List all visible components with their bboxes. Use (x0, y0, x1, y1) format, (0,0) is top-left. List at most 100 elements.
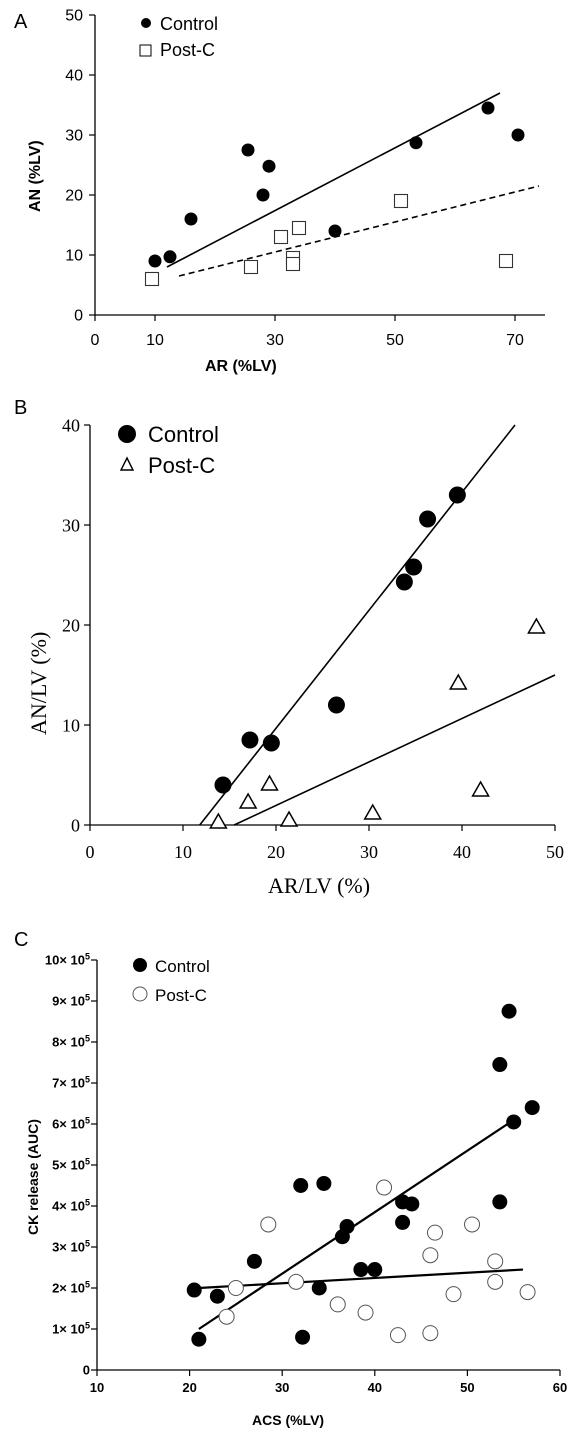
data-point-post-c (285, 256, 301, 272)
data-point-control (409, 136, 423, 150)
y-tick-label: 8× 105 (52, 1034, 90, 1050)
panel-b-legend-control-marker (118, 425, 136, 443)
data-point-post-c (527, 617, 546, 634)
panel-c: C 10 20 30 40 50 60 0 1× 105 2× 105 3× 105 4× 105 5… (14, 929, 567, 1428)
data-point-control (184, 212, 198, 226)
y-tick-label: 3× 105 (52, 1239, 90, 1255)
x-tick-label: 30 (360, 842, 378, 862)
panel-b-y-axis-title: AN/LV (%) (26, 632, 51, 735)
data-point-control (492, 1057, 508, 1073)
x-tick-label: 20 (182, 1380, 196, 1395)
y-tick-label: 10× 105 (45, 952, 90, 968)
data-point-post-c (422, 1325, 439, 1342)
x-tick-label: 70 (506, 332, 524, 349)
panel-a-plot-area (144, 92, 540, 287)
x-tick-label: 60 (553, 1380, 567, 1395)
data-point-post-c (487, 1273, 504, 1290)
data-point-control (214, 776, 232, 794)
data-point-control (501, 1003, 517, 1019)
data-point-post-c (218, 1308, 235, 1325)
fit-line-post-c (178, 185, 540, 277)
data-point-control (262, 734, 280, 752)
panel-a-legend-control-marker (141, 18, 151, 28)
panel-c-legend-control-label: Control (155, 957, 210, 976)
y-tick-label: 0 (71, 815, 80, 835)
panel-b-legend-postc-marker (119, 456, 135, 471)
panel-a-axes: 0 10 30 50 70 0 10 20 30 40 50 (65, 8, 545, 349)
panel-a-legend: Control Post-C (139, 14, 218, 60)
data-point-post-c (144, 271, 160, 287)
data-point-post-c (519, 1284, 536, 1301)
x-tick-label: 10 (146, 332, 164, 349)
data-point-control (311, 1280, 327, 1296)
data-point-post-c (426, 1224, 443, 1241)
data-point-control (419, 510, 437, 528)
y-tick-label: 10 (62, 715, 80, 735)
panel-c-y-axis-title: CK release (AUC) (25, 1119, 41, 1235)
x-tick-label: 10 (174, 842, 192, 862)
data-point-post-c (260, 774, 279, 791)
x-tick-label: 40 (368, 1380, 382, 1395)
data-point-post-c (243, 259, 259, 275)
data-point-post-c (357, 1304, 374, 1321)
panel-c-legend-control-marker (133, 958, 147, 972)
panel-b-legend-control-label: Control (148, 422, 219, 447)
y-tick-label: 9× 105 (52, 993, 90, 1009)
y-tick-label: 30 (62, 515, 80, 535)
data-point-post-c (471, 780, 490, 797)
data-point-post-c (291, 220, 307, 236)
panel-c-legend-postc-marker (132, 986, 148, 1002)
data-point-control (395, 1214, 411, 1230)
data-point-post-c (445, 1286, 462, 1303)
data-point-control (148, 254, 162, 268)
y-tick-label: 40 (65, 68, 83, 85)
y-tick-label: 0 (83, 1363, 90, 1378)
fit-line-post-c (233, 674, 556, 826)
data-point-post-c (393, 193, 409, 209)
data-point-control (405, 558, 423, 576)
data-point-control (353, 1262, 369, 1278)
y-tick-label: 7× 105 (52, 1075, 90, 1091)
panel-a-legend-postc-marker (139, 44, 152, 57)
data-point-control (404, 1196, 420, 1212)
data-point-control (316, 1175, 332, 1191)
panel-a-y-axis-title: AN (%LV) (27, 140, 44, 212)
panel-c-plot-area (186, 1003, 540, 1347)
data-point-control (524, 1100, 540, 1116)
data-point-control (256, 188, 270, 202)
data-point-control (262, 159, 276, 173)
panel-c-legend-postc-label: Post-C (155, 986, 207, 1005)
data-point-post-c (209, 812, 228, 829)
data-point-post-c (329, 1296, 346, 1313)
data-point-post-c (279, 810, 299, 827)
panel-a-legend-control-label: Control (160, 14, 218, 34)
fit-line-control (198, 1118, 515, 1330)
x-tick-label: 50 (386, 332, 404, 349)
data-point-control (295, 1329, 311, 1345)
data-point-control (293, 1178, 309, 1193)
y-tick-label: 0 (74, 308, 83, 325)
data-point-post-c (448, 673, 468, 690)
y-tick-label: 4× 105 (52, 1198, 90, 1214)
panel-b-axes: 0 10 20 30 40 50 0 10 20 30 40 (62, 415, 564, 862)
data-point-control (327, 696, 345, 714)
y-tick-label: 10 (65, 248, 83, 265)
y-tick-label: 20 (62, 615, 80, 635)
data-point-control (506, 1114, 522, 1130)
data-point-control (481, 101, 495, 115)
y-tick-label: 5× 105 (52, 1157, 90, 1173)
data-point-post-c (376, 1179, 393, 1196)
data-point-post-c (422, 1247, 439, 1264)
panel-b: B 0 10 20 30 40 50 0 10 20 30 40 AR/LV (%) AN/LV (… (14, 397, 564, 898)
y-tick-label: 2× 105 (52, 1280, 90, 1296)
data-point-post-c (389, 1327, 406, 1344)
data-point-post-c (238, 792, 258, 809)
data-point-post-c (260, 1216, 277, 1233)
data-point-post-c (464, 1216, 481, 1233)
data-point-control (367, 1262, 383, 1278)
x-tick-label: 40 (453, 842, 471, 862)
y-tick-label: 50 (65, 8, 83, 25)
data-point-control (191, 1331, 207, 1347)
data-point-control (163, 250, 177, 264)
